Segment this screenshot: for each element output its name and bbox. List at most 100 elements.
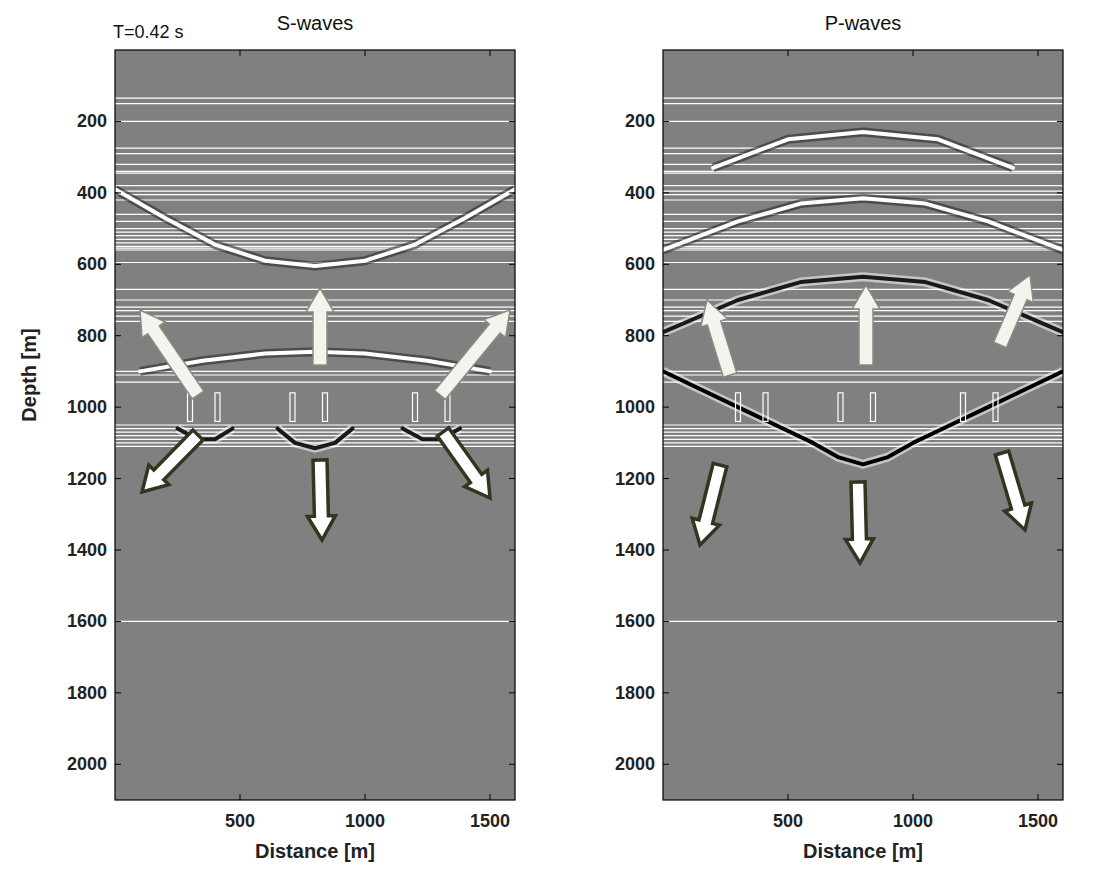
interface (115, 185, 515, 186)
wavefront-halo (663, 371, 1063, 464)
wavefront-halo (278, 429, 353, 449)
x-tick (240, 50, 241, 56)
y-tick (115, 621, 121, 622)
interface (115, 148, 515, 149)
y-tick (1057, 478, 1063, 479)
interface (115, 121, 515, 122)
interface (663, 439, 1063, 440)
x-axis-label: Distance [m] (255, 840, 375, 862)
interface (663, 190, 1063, 191)
x-tick (788, 50, 789, 56)
x-tick (240, 794, 241, 800)
y-tick-label: 400 (77, 183, 107, 203)
zone (993, 393, 998, 422)
y-tick (509, 192, 515, 193)
y-tick (663, 192, 669, 193)
y-tick (663, 692, 669, 693)
x-tick-label: 1500 (1018, 811, 1058, 831)
plot-area (663, 50, 1063, 800)
zone (736, 393, 741, 422)
interface (663, 103, 1063, 104)
zone (961, 393, 966, 422)
interface (663, 153, 1063, 154)
interface (663, 173, 1063, 174)
wavefront (115, 189, 515, 266)
interface (663, 424, 1063, 425)
annotation: T=0.42 s (113, 22, 184, 42)
marks (115, 98, 515, 621)
wavefront-halo (713, 132, 1013, 168)
y-tick-label: 2000 (67, 754, 107, 774)
interface (663, 428, 1063, 429)
y-tick-label: 600 (625, 254, 655, 274)
interface (115, 98, 515, 99)
frame (115, 50, 515, 800)
y-tick (509, 764, 515, 765)
wavefront-halo (663, 198, 1063, 250)
y-tick (509, 621, 515, 622)
y-tick (663, 621, 669, 622)
x-tick (490, 50, 491, 56)
y-tick (115, 692, 121, 693)
interface (115, 214, 515, 215)
interface (663, 446, 1063, 447)
arrow-up (701, 300, 737, 377)
y-tick (509, 264, 515, 265)
y-tick-label: 600 (77, 254, 107, 274)
zone (323, 393, 328, 422)
y-tick (115, 121, 121, 122)
plot-area (115, 50, 515, 800)
interface (115, 153, 515, 154)
y-tick (1057, 621, 1063, 622)
y-tick-label: 800 (625, 326, 655, 346)
x-tick (1038, 50, 1039, 56)
y-tick-label: 2000 (615, 754, 655, 774)
y-tick (663, 407, 669, 408)
interface (663, 239, 1063, 240)
interface (663, 242, 1063, 243)
y-tick (1057, 264, 1063, 265)
interface (663, 148, 1063, 149)
y-tick-label: 1800 (615, 683, 655, 703)
y-tick-label: 1400 (615, 540, 655, 560)
y-tick (663, 478, 669, 479)
interface (663, 98, 1063, 99)
wavefront (663, 198, 1063, 250)
y-tick (509, 692, 515, 693)
x-tick-label: 500 (225, 811, 255, 831)
y-tick-label: 1000 (67, 397, 107, 417)
y-tick (115, 264, 121, 265)
arrow-up (306, 288, 334, 365)
y-tick (663, 764, 669, 765)
y-tick (1057, 764, 1063, 765)
interface (115, 424, 515, 425)
arrow-down (995, 451, 1031, 530)
title: S-waves (277, 12, 354, 34)
y-tick (509, 478, 515, 479)
y-tick-label: 400 (625, 183, 655, 203)
figure: 5001000150020040060080010001200140016001… (0, 0, 1100, 880)
interface (663, 185, 1063, 186)
y-tick (663, 335, 669, 336)
interface (663, 442, 1063, 443)
arrows (692, 275, 1033, 563)
interface (115, 194, 515, 195)
zone (763, 393, 768, 422)
x-tick-label: 1000 (893, 811, 933, 831)
interface (115, 249, 515, 250)
interface (663, 246, 1063, 247)
y-tick (1057, 692, 1063, 693)
y-tick (115, 478, 121, 479)
interface (663, 432, 1063, 433)
interface (115, 289, 515, 290)
zone (413, 393, 418, 422)
y-tick-label: 800 (77, 326, 107, 346)
y-tick-label: 1400 (67, 540, 107, 560)
interface (115, 242, 515, 243)
y-tick-label: 1600 (67, 611, 107, 631)
interface (115, 199, 515, 200)
y-tick (115, 335, 121, 336)
arrows (140, 288, 510, 540)
y-tick (663, 121, 669, 122)
y-tick (663, 264, 669, 265)
